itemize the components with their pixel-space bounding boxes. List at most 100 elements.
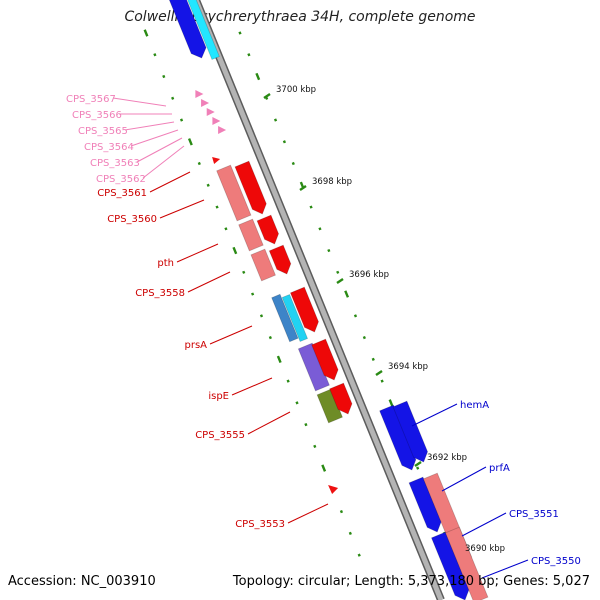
gene-pink-box bbox=[444, 526, 489, 600]
reverse-gene-label: CPS_3561 bbox=[97, 188, 147, 199]
forward-gene-label: CPS_3551 bbox=[509, 509, 559, 520]
forward-gene-leader bbox=[441, 466, 487, 492]
faded-gene-label: CPS_3564 bbox=[84, 142, 134, 153]
minor-tick bbox=[348, 531, 352, 536]
minor-tick bbox=[353, 314, 358, 318]
faded-gene-label: CPS_3566 bbox=[72, 110, 122, 121]
topology-info-text: Topology: circular; Length: 5,373,180 bp… bbox=[232, 574, 590, 589]
minor-tick bbox=[371, 357, 375, 361]
gene-pink-box bbox=[216, 164, 252, 222]
reverse-gene-label: ispE bbox=[208, 391, 229, 402]
major-tick bbox=[187, 138, 193, 146]
kbp-major-tick bbox=[414, 461, 422, 467]
faded-gene-label: CPS_3565 bbox=[78, 126, 128, 137]
reverse-gene-label: CPS_3558 bbox=[135, 288, 185, 299]
minor-tick bbox=[259, 314, 264, 318]
major-tick bbox=[321, 464, 327, 472]
minor-tick bbox=[336, 270, 340, 274]
gene-blue-block bbox=[168, 0, 207, 59]
small-red-arrow bbox=[212, 157, 221, 164]
gene-cyan-block bbox=[187, 0, 220, 61]
reverse-gene-label: CPS_3555 bbox=[195, 430, 245, 441]
minor-tick bbox=[273, 118, 278, 122]
minor-tick bbox=[286, 379, 290, 383]
minor-tick bbox=[162, 74, 166, 79]
major-tick bbox=[344, 290, 350, 298]
gene-red-arrow bbox=[289, 286, 319, 333]
kbp-major-tick bbox=[299, 185, 307, 191]
reverse-gene-leader bbox=[287, 503, 329, 524]
reverse-gene-leader bbox=[176, 243, 219, 263]
gene-steel-box bbox=[271, 293, 299, 343]
genome-backbone bbox=[192, 0, 445, 600]
kbp-tick-label: 3690 kbp bbox=[465, 544, 505, 554]
reverse-gene-label: prsA bbox=[184, 340, 207, 351]
reverse-gene-leader bbox=[209, 325, 253, 345]
gene-red-arrow bbox=[268, 244, 292, 275]
minor-tick bbox=[224, 227, 228, 231]
faded-gene-leader bbox=[112, 97, 167, 107]
gene-cyan-box bbox=[281, 293, 309, 343]
gene-red-arrow bbox=[256, 214, 279, 245]
minor-tick bbox=[309, 205, 313, 209]
faded-gene-label: CPS_3563 bbox=[90, 158, 140, 169]
minor-tick bbox=[247, 53, 251, 57]
map-labels: 3700 kbp 3698 kbp 3696 kbp 3694 kbp 3692 kbp… bbox=[66, 85, 581, 567]
minor-tick bbox=[153, 53, 157, 57]
forward-gene-leader bbox=[461, 512, 507, 537]
minor-tick bbox=[362, 335, 366, 340]
faded-gene-leader bbox=[124, 121, 175, 131]
faded-gene-leader bbox=[142, 145, 185, 179]
faded-gene-arrow bbox=[212, 117, 221, 125]
minor-tick bbox=[339, 510, 344, 514]
label-leader-lines bbox=[112, 97, 529, 579]
minor-tick bbox=[179, 118, 184, 122]
faded-gene-arrow bbox=[218, 126, 227, 134]
kbp-major-tick bbox=[263, 93, 271, 99]
major-tick bbox=[255, 72, 261, 81]
forward-gene-label: hemA bbox=[460, 400, 489, 411]
accession-text: Accession: NC_003910 bbox=[8, 574, 156, 589]
gene-red-arrow bbox=[234, 160, 267, 215]
minor-tick bbox=[242, 270, 246, 274]
reverse-gene-leader bbox=[187, 271, 231, 293]
faded-gene-leader bbox=[130, 129, 179, 147]
minor-tick bbox=[206, 183, 210, 187]
minor-tick bbox=[282, 140, 287, 144]
faded-gene-arrow bbox=[201, 99, 210, 107]
reverse-gene-leader bbox=[159, 199, 205, 219]
kbp-major-tick bbox=[375, 370, 383, 376]
forward-gene-leader bbox=[411, 403, 458, 427]
faded-gene-label: CPS_3567 bbox=[66, 94, 116, 105]
reverse-gene-label: pth bbox=[157, 258, 174, 269]
gene-features bbox=[168, 0, 489, 600]
minor-tick bbox=[251, 292, 255, 296]
reverse-gene-label: CPS_3553 bbox=[235, 519, 285, 530]
small-red-arrow bbox=[328, 485, 339, 494]
kbp-tick-label: 3696 kbp bbox=[349, 270, 389, 280]
minor-tick bbox=[380, 379, 384, 383]
backbone-core bbox=[193, 0, 444, 600]
gene-red-arrow bbox=[311, 338, 339, 381]
minor-tick bbox=[171, 96, 175, 100]
minor-tick bbox=[291, 161, 295, 166]
major-tick bbox=[232, 246, 238, 255]
kbp-tick-label: 3698 kbp bbox=[312, 177, 352, 187]
faded-gene-leader bbox=[136, 137, 183, 163]
gene-red-arrow bbox=[329, 382, 353, 415]
reverse-gene-leader bbox=[149, 171, 191, 193]
faded-gene-arrow bbox=[195, 90, 204, 98]
major-tick bbox=[143, 29, 149, 37]
reverse-gene-leader bbox=[247, 411, 291, 435]
kbp-major-tick bbox=[336, 278, 344, 284]
kbp-tick-label: 3700 kbp bbox=[276, 85, 316, 95]
minor-tick bbox=[295, 401, 299, 405]
forward-gene-label: prfA bbox=[489, 463, 510, 474]
reverse-gene-label: CPS_3560 bbox=[107, 214, 157, 225]
minor-tick bbox=[304, 422, 308, 427]
faded-gene-label: CPS_3562 bbox=[96, 174, 146, 185]
faded-gene-arrow bbox=[206, 108, 215, 116]
kbp-tick-label: 3694 kbp bbox=[388, 362, 428, 372]
gene-pink-box bbox=[238, 218, 264, 252]
